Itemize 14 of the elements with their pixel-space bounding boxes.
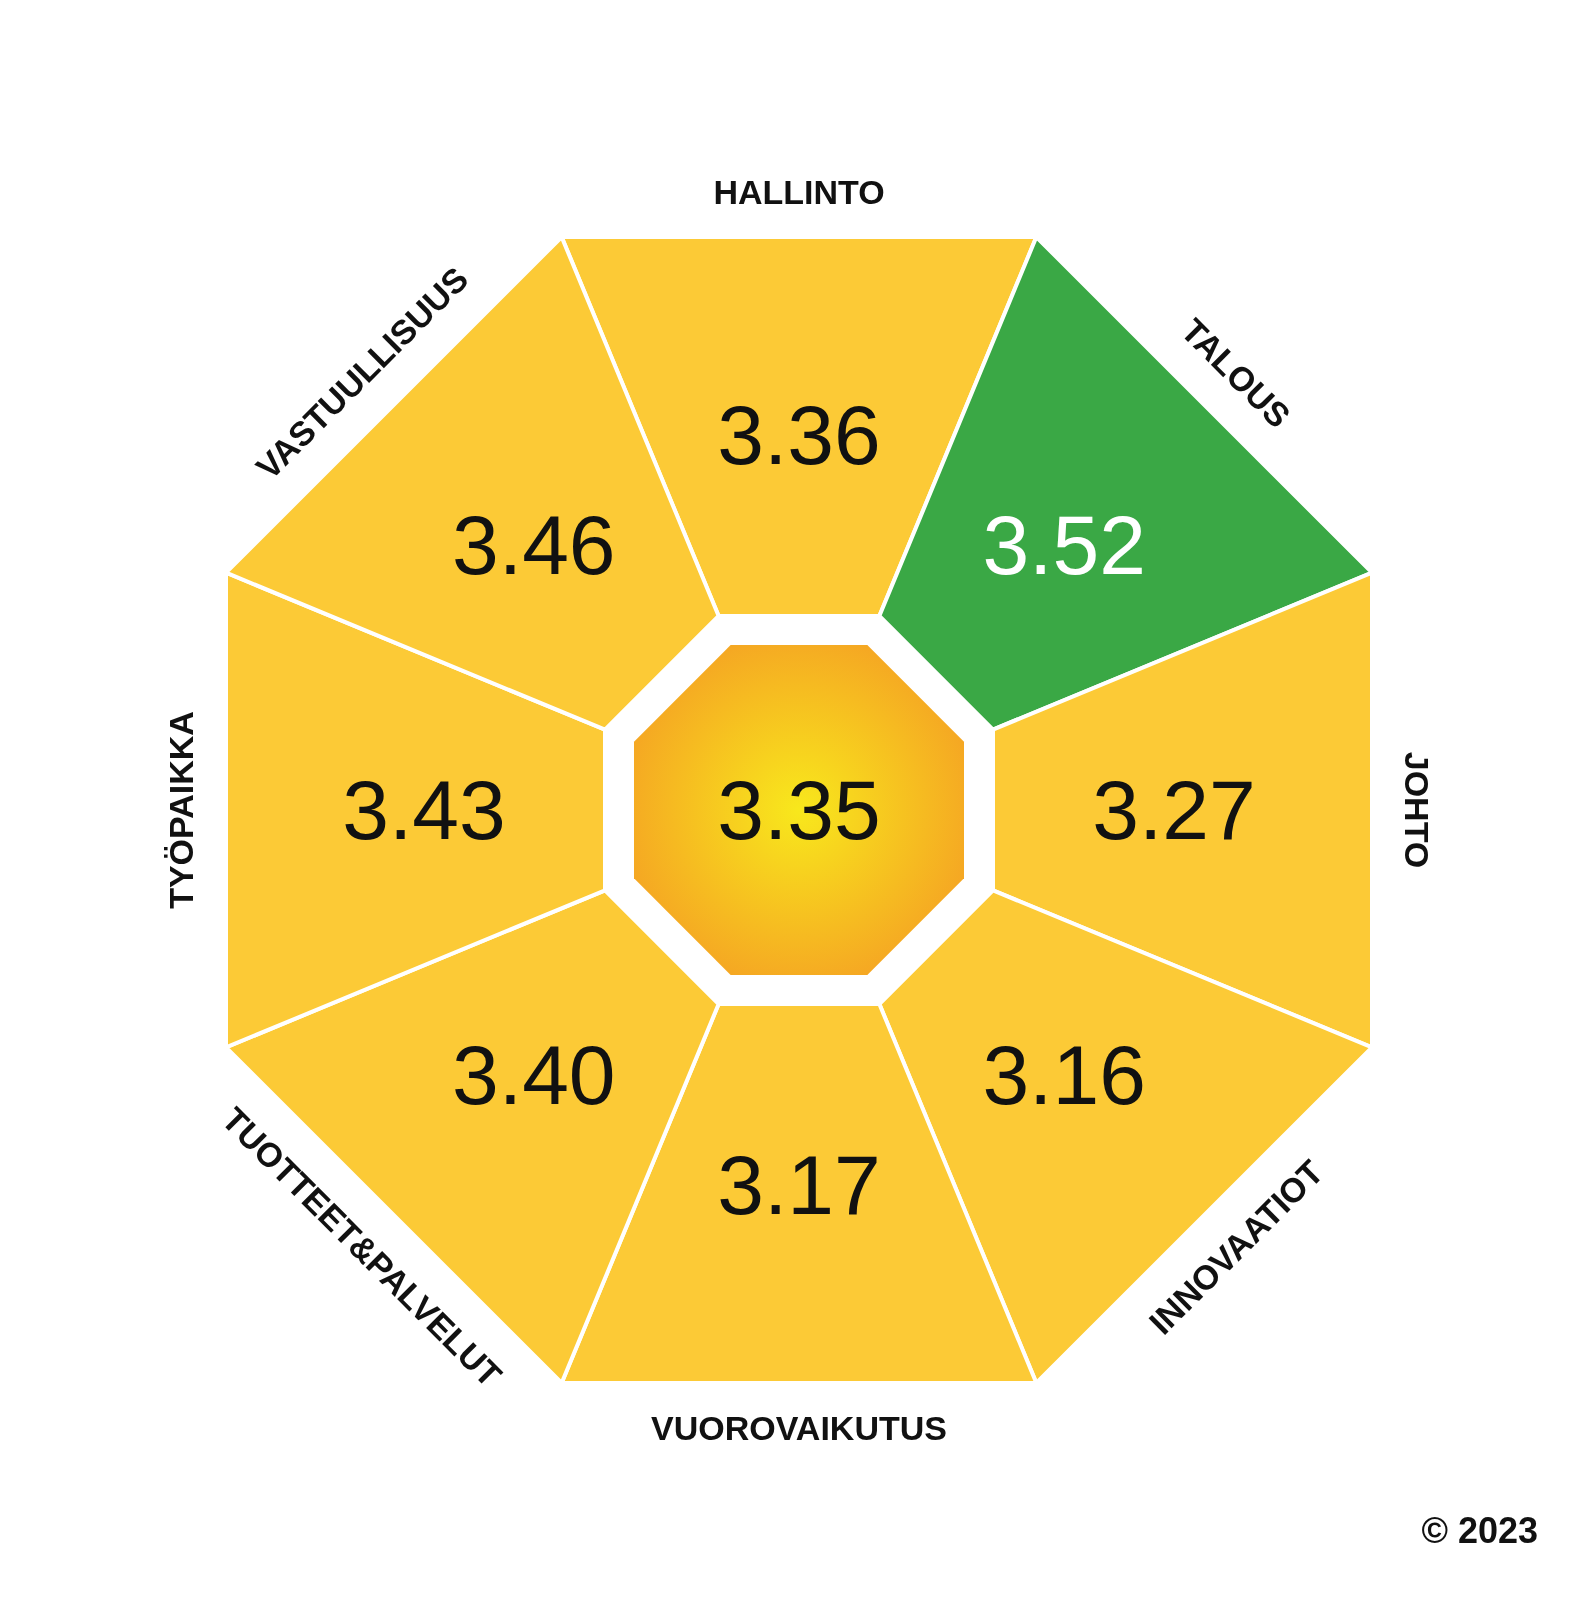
text: 3.35 [717,763,881,857]
data-label: 3.46 [452,497,616,592]
data-label: 3.36 [717,388,881,482]
data-label: 3.40 [452,1028,616,1123]
category-label: JOHTO [1398,751,1436,869]
data-label: 3.43 [342,763,506,857]
category-label: HALLINTO [713,173,885,211]
category-label: TYÖPAIKKA [162,711,200,909]
data-label: 3.52 [982,497,1146,592]
data-label: 3.16 [982,1028,1146,1123]
data-label: 3.27 [1092,763,1256,857]
text: © 2023 [1421,1510,1538,1551]
category-label: VUOROVAIKUTUS [651,1409,947,1447]
data-label: 3.17 [717,1138,881,1232]
